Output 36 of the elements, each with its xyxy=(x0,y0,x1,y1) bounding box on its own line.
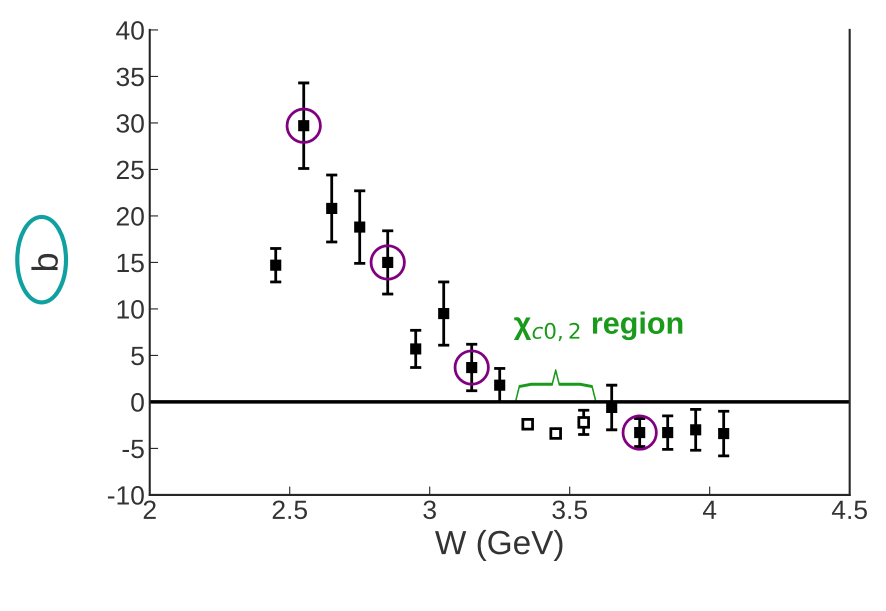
y-tick-label: -5 xyxy=(122,440,144,458)
point xyxy=(326,202,338,214)
y-tick-label: 35 xyxy=(116,68,144,86)
y-tick-label: 15 xyxy=(118,254,144,272)
point xyxy=(521,418,534,430)
x-tick-label: 3.5 xyxy=(552,500,587,520)
x-tick-label: 2 xyxy=(144,500,156,519)
point xyxy=(662,427,674,438)
point xyxy=(370,244,406,280)
y-tick-label: 0 xyxy=(131,393,144,412)
y-tick-label: 5 xyxy=(131,346,144,366)
point xyxy=(718,428,730,440)
x-tick-label: 4.5 xyxy=(832,500,867,520)
y-tick-label: 10 xyxy=(118,300,144,319)
annotation: χ$_{c0,2}$ region xyxy=(514,312,682,342)
point xyxy=(410,343,422,354)
point xyxy=(622,414,658,451)
x-tick-label: 4 xyxy=(702,500,716,519)
x-tick-label: 2.5 xyxy=(272,500,307,520)
y-tick-label: 25 xyxy=(116,160,144,180)
y-tick-label: 20 xyxy=(116,207,144,226)
point xyxy=(549,427,562,440)
point xyxy=(690,424,702,436)
y-axis-title: b xyxy=(31,254,58,270)
point xyxy=(494,380,506,391)
point xyxy=(354,222,366,233)
y-tick-label: 40 xyxy=(116,21,144,40)
y-tick-label: 30 xyxy=(116,114,144,133)
x-tick-label: 3 xyxy=(423,500,436,520)
point xyxy=(270,260,282,271)
x-axis-title: W (GeV) xyxy=(435,530,562,561)
point xyxy=(286,108,322,144)
y-tick-label: -10 xyxy=(108,486,144,505)
point xyxy=(438,308,450,320)
point xyxy=(454,349,490,386)
point xyxy=(577,416,590,429)
